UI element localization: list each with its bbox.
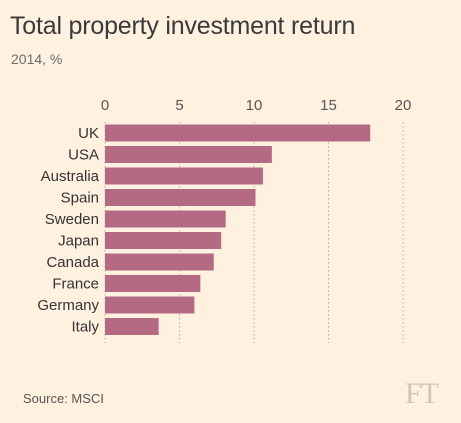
category-labels: UK USA Australia Spain Sweden Japan Canada Fran… <box>37 125 99 336</box>
bar <box>105 296 195 314</box>
x-tick-label: 15 <box>320 97 337 114</box>
x-axis-ticks: 0 5 10 15 20 <box>101 97 412 114</box>
category-label: USA <box>68 147 99 164</box>
category-label: Spain <box>61 190 99 207</box>
bars <box>105 124 371 335</box>
x-tick-label: 0 <box>101 97 109 114</box>
x-tick-label: 20 <box>395 97 412 114</box>
bar <box>105 210 226 228</box>
x-tick-label: 10 <box>246 97 263 114</box>
bar <box>105 232 222 249</box>
bar <box>105 275 201 292</box>
category-label: Japan <box>58 233 99 250</box>
category-label: Sweden <box>45 211 99 228</box>
chart-title: Total property investment return <box>10 12 356 40</box>
bar <box>105 167 263 185</box>
category-label: Germany <box>37 297 99 314</box>
category-label: Canada <box>46 254 99 271</box>
x-tick-label: 5 <box>175 97 183 114</box>
category-label: France <box>52 276 99 293</box>
bar <box>105 124 371 142</box>
category-label: UK <box>78 125 99 142</box>
category-label: Italy <box>71 319 99 336</box>
category-label: Australia <box>41 168 100 185</box>
ft-logo: FT <box>405 377 439 410</box>
bar <box>105 146 272 163</box>
chart-subtitle: 2014, % <box>11 51 63 67</box>
bar <box>105 253 214 271</box>
bar <box>105 189 256 206</box>
bar <box>105 318 159 335</box>
source-note: Source: MSCI <box>23 391 104 406</box>
